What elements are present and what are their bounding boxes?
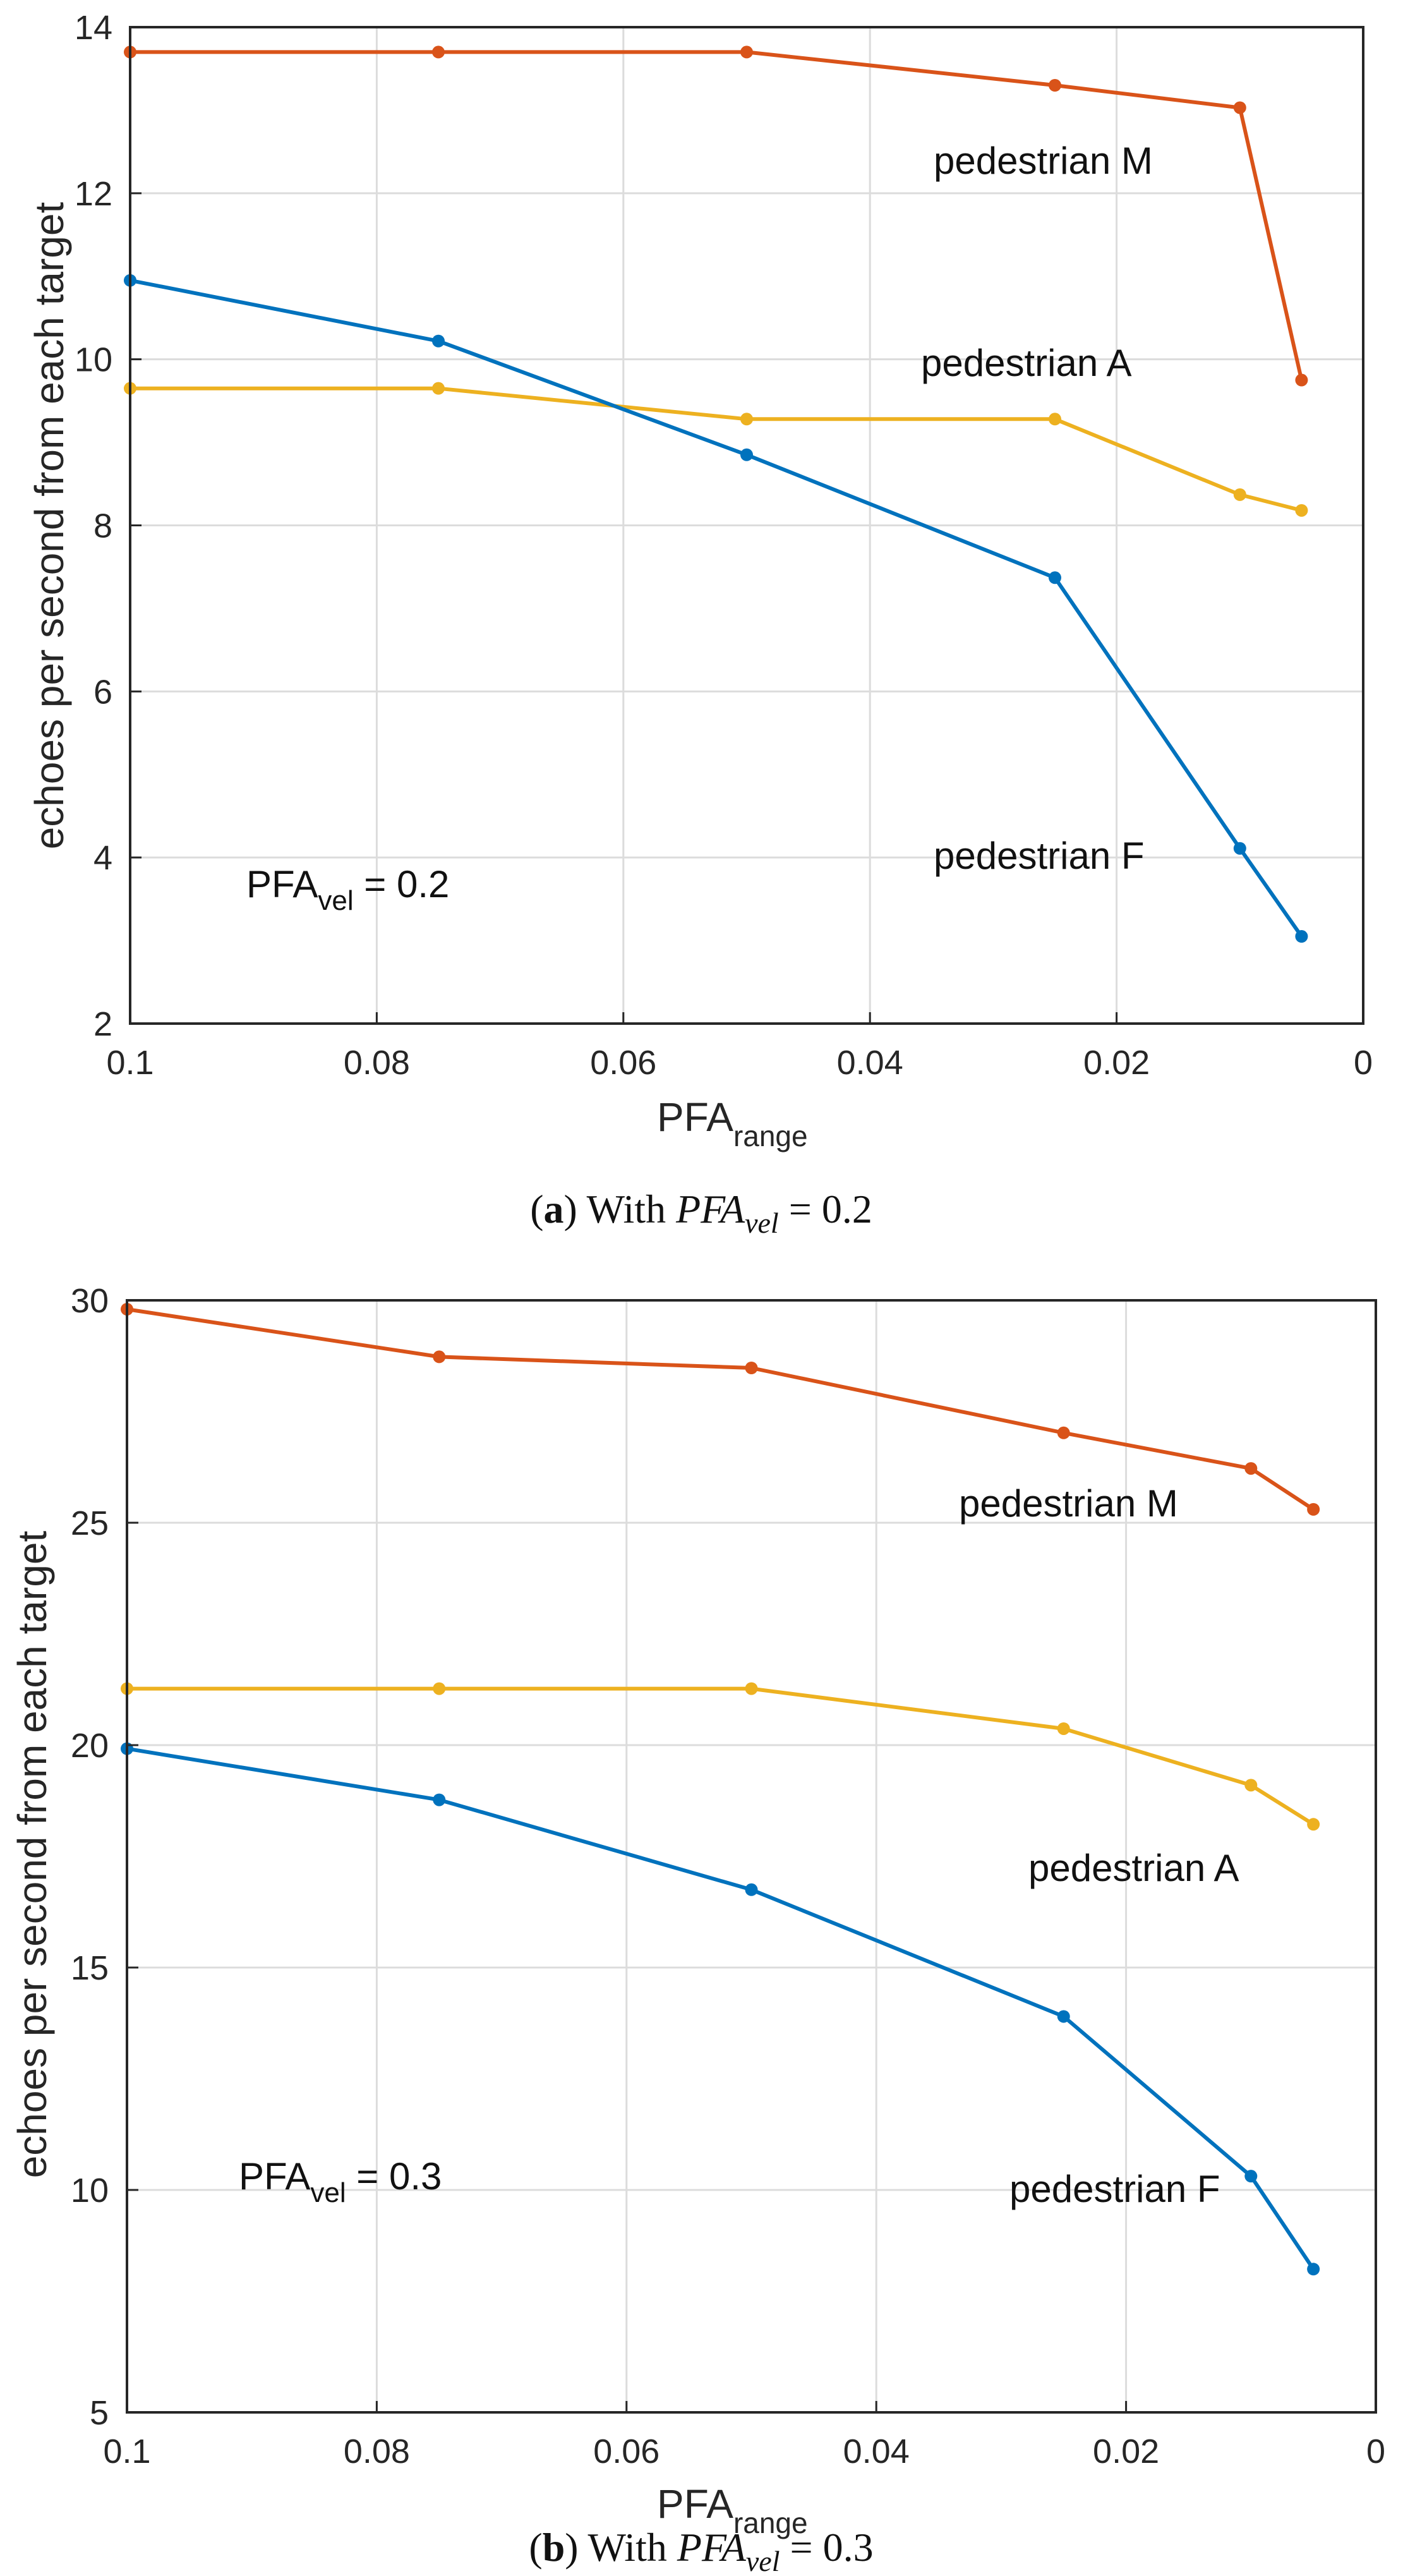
x-axis-label: PFArange bbox=[657, 2481, 808, 2539]
data-point bbox=[1244, 2170, 1258, 2183]
y-tick-label: 10 bbox=[75, 341, 112, 379]
data-point bbox=[1049, 78, 1061, 92]
data-point bbox=[432, 334, 445, 348]
y-tick-label: 12 bbox=[75, 175, 112, 213]
y-tick-label: 15 bbox=[71, 1949, 109, 1987]
x-tick-label: 0 bbox=[1366, 2433, 1385, 2470]
y-ticks: 5 10 15 20 25 30 bbox=[71, 1282, 138, 2432]
data-point bbox=[1307, 1503, 1320, 1516]
data-point bbox=[432, 382, 445, 395]
data-point bbox=[1049, 413, 1061, 426]
series-line bbox=[126, 1307, 1315, 1511]
data-point bbox=[433, 1350, 446, 1364]
x-ticks: 0.1 0.08 0.06 0.04 0.02 0 bbox=[103, 2401, 1385, 2470]
data-point bbox=[745, 1682, 758, 1695]
data-point bbox=[432, 45, 445, 59]
y-tick-label: 2 bbox=[93, 1005, 112, 1043]
data-point bbox=[1233, 842, 1246, 855]
series-line bbox=[129, 278, 1303, 938]
series-line bbox=[126, 1746, 1315, 2270]
series-pedestrian-m bbox=[124, 45, 1308, 387]
data-point bbox=[1307, 1818, 1320, 1831]
y-tick-label: 10 bbox=[71, 2172, 109, 2210]
chart-b: 5 10 15 20 25 30 0.1 0.08 0.06 0.04 0.02 0 echoes … bbox=[9, 1282, 1385, 2576]
y-ticks: 2 4 6 8 10 12 14 bbox=[75, 9, 142, 1043]
plot-frame bbox=[126, 1299, 1377, 2414]
y-tick-label: 4 bbox=[93, 839, 112, 877]
pfa-vel-annotation: PFAvel = 0.2 bbox=[246, 863, 449, 916]
data-point bbox=[1295, 504, 1308, 517]
x-tick-label: 0.02 bbox=[1093, 2433, 1159, 2470]
data-point bbox=[1244, 1462, 1258, 1475]
series bbox=[121, 1303, 1320, 2276]
series-label-pedestrian-f: pedestrian F bbox=[1009, 2168, 1220, 2210]
series-pedestrian-a bbox=[121, 1682, 1320, 1831]
data-point bbox=[1307, 2263, 1320, 2276]
series-pedestrian-a bbox=[124, 382, 1308, 517]
x-tick-label: 0.08 bbox=[344, 2433, 410, 2470]
x-ticks: 0.1 0.08 0.06 0.04 0.02 0 bbox=[106, 1012, 1373, 1082]
series-pedestrian-m bbox=[121, 1303, 1320, 1516]
data-point bbox=[1233, 488, 1246, 501]
y-tick-label: 30 bbox=[71, 1282, 109, 1320]
y-axis-label: echoes per second from each target bbox=[9, 1530, 55, 2178]
x-tick-label: 0.06 bbox=[590, 1044, 656, 1082]
series-line bbox=[130, 386, 1303, 512]
x-axis-label-sub: range bbox=[733, 2506, 808, 2539]
series-line bbox=[127, 1686, 1315, 1826]
caption-b: (b) With PFAvel = 0.3 bbox=[529, 2525, 873, 2576]
series-label-pedestrian-m: pedestrian M bbox=[959, 1482, 1178, 1525]
data-point bbox=[433, 1682, 446, 1695]
x-axis-label-sub: range bbox=[733, 1120, 808, 1152]
data-point bbox=[1295, 373, 1308, 387]
data-point bbox=[1295, 930, 1308, 943]
data-point bbox=[1057, 1722, 1070, 1735]
y-axis-label: echoes per second from each target bbox=[27, 202, 72, 849]
data-point bbox=[433, 1793, 446, 1806]
series-label-pedestrian-a: pedestrian A bbox=[921, 342, 1132, 384]
y-tick-label: 6 bbox=[93, 673, 112, 711]
x-axis-label-main: PFA bbox=[657, 1094, 733, 1140]
series-label-pedestrian-f: pedestrian F bbox=[934, 835, 1145, 877]
x-tick-label: 0.04 bbox=[837, 1044, 903, 1082]
x-tick-label: 0.04 bbox=[843, 2433, 910, 2470]
caption-a: (a) With PFAvel = 0.2 bbox=[530, 1187, 872, 1239]
data-point bbox=[1057, 2010, 1070, 2023]
x-tick-label: 0.02 bbox=[1083, 1044, 1150, 1082]
pfa-vel-annotation: PFAvel = 0.3 bbox=[239, 2155, 442, 2208]
y-tick-label: 14 bbox=[75, 9, 112, 47]
x-tick-label: 0.06 bbox=[593, 2433, 659, 2470]
y-tick-label: 20 bbox=[71, 1727, 109, 1765]
x-axis-label: PFArange bbox=[657, 1094, 808, 1152]
x-axis-label-main: PFA bbox=[657, 2481, 733, 2527]
data-point bbox=[745, 1362, 758, 1375]
y-tick-label: 5 bbox=[90, 2394, 109, 2432]
series-pedestrian-f bbox=[124, 274, 1308, 943]
data-point bbox=[740, 413, 753, 426]
data-point bbox=[1244, 1779, 1258, 1792]
x-tick-label: 0 bbox=[1354, 1044, 1373, 1082]
y-tick-label: 8 bbox=[93, 507, 112, 545]
x-tick-label: 0.08 bbox=[344, 1044, 410, 1082]
series-label-pedestrian-m: pedestrian M bbox=[934, 140, 1153, 182]
data-point bbox=[740, 448, 753, 461]
data-point bbox=[1233, 101, 1246, 114]
series-pedestrian-f bbox=[121, 1742, 1320, 2276]
series-line bbox=[130, 50, 1304, 381]
x-tick-label: 0.1 bbox=[103, 2433, 150, 2470]
data-point bbox=[1057, 1426, 1070, 1439]
data-point bbox=[1049, 571, 1061, 584]
data-point bbox=[745, 1883, 758, 1896]
x-tick-label: 0.1 bbox=[106, 1044, 154, 1082]
data-point bbox=[740, 45, 753, 59]
chart-a: 2 4 6 8 10 12 14 0.1 0.08 0.06 0.04 0.02 0 echoes p… bbox=[27, 9, 1373, 1239]
series-label-pedestrian-a: pedestrian A bbox=[1028, 1847, 1239, 1889]
series bbox=[124, 45, 1308, 943]
y-tick-label: 25 bbox=[71, 1504, 109, 1542]
